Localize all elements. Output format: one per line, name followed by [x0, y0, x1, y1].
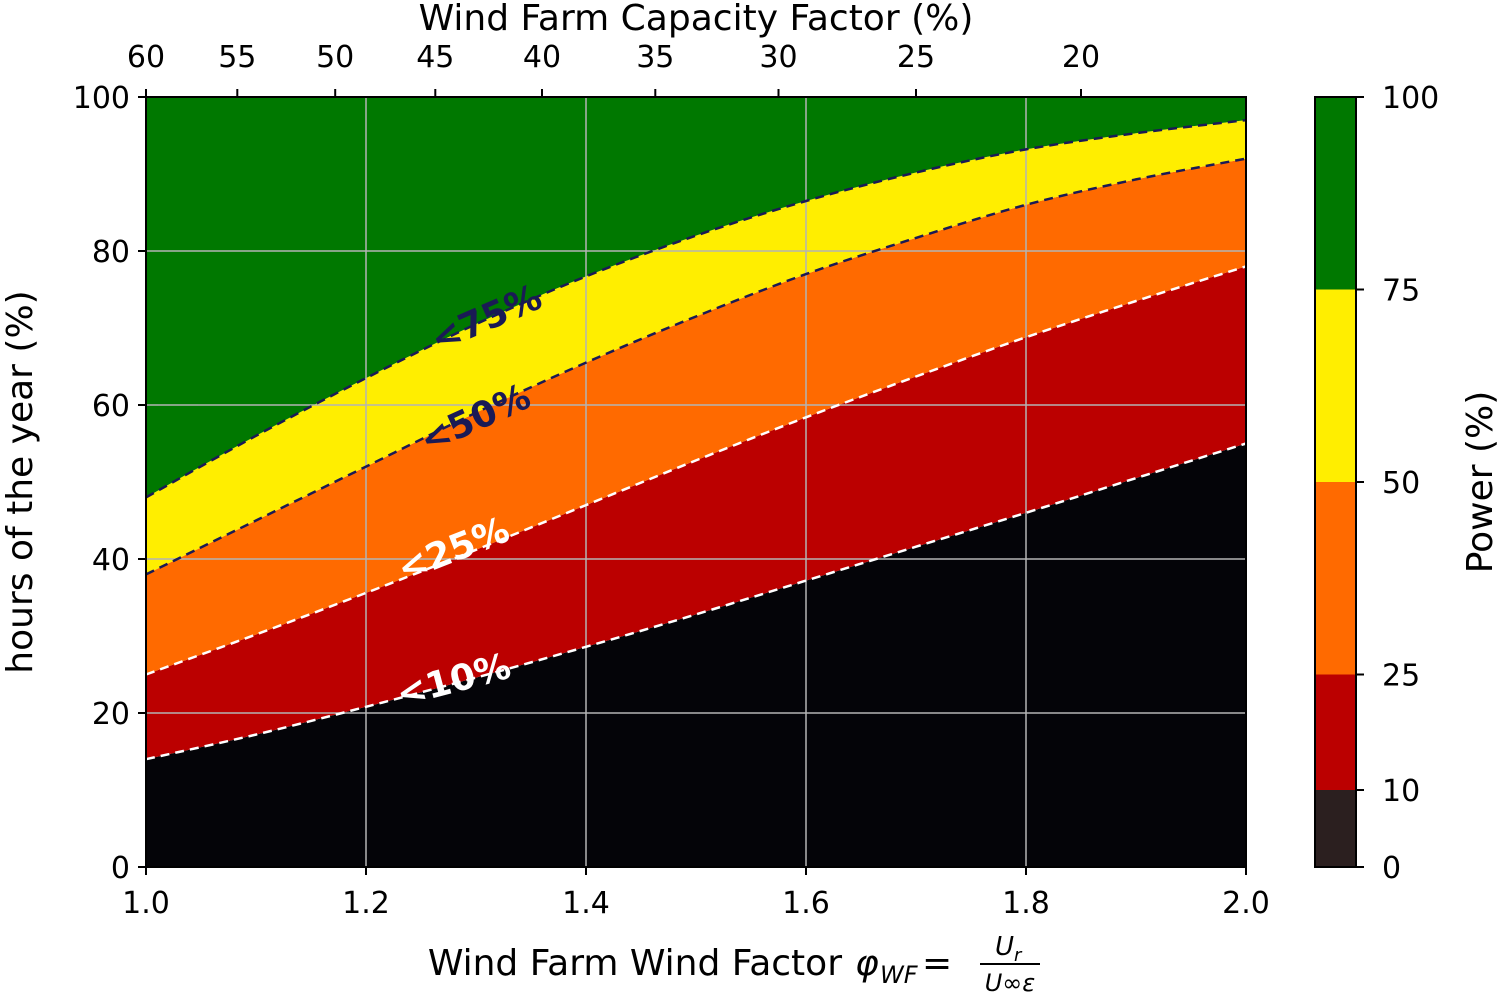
contour-region-4: [146, 97, 1246, 498]
colorbar-tick-label-0: 0: [1382, 851, 1401, 886]
x-axis-formula-equals: =: [922, 943, 952, 984]
top-tick-label-4: 40: [523, 40, 561, 75]
x-tick-label-2: 1.4: [562, 886, 610, 921]
x-axis-formula-numerator: U: [995, 932, 1014, 962]
x-tick-label-1: 1.2: [342, 886, 390, 921]
contour-line-25pct: [145, 265, 1247, 676]
colorbar-tick-label-4: 75: [1382, 274, 1420, 309]
x-axis-title: Wind Farm Wind Factor: [428, 943, 842, 984]
x-axis-title-group: Wind Farm Wind Factor φ WF = U r U∞ε: [428, 932, 1040, 997]
y-tick-label-3: 60: [92, 389, 130, 424]
top-axis-ticks: 60 55 50 45 40 35 30 25 20: [127, 40, 1100, 97]
contour-region-3: [146, 120, 1246, 575]
top-tick-label-1: 55: [218, 40, 256, 75]
colorbar-tick-label-2: 25: [1382, 659, 1420, 694]
colorbar-band-3: [1315, 289, 1356, 482]
x-axis-formula-sub: WF: [880, 961, 919, 989]
top-axis-title: Wind Farm Capacity Factor (%): [419, 0, 974, 39]
colorbar-band-0: [1315, 790, 1356, 867]
y-tick-label-4: 80: [92, 235, 130, 270]
y-tick-label-1: 20: [92, 697, 130, 732]
x-tick-label-4: 1.8: [1002, 886, 1050, 921]
contour-line-50pct: [145, 157, 1247, 576]
contour-region-0: [146, 443, 1246, 867]
x-tick-label-5: 2.0: [1222, 886, 1270, 921]
top-tick-label-7: 25: [897, 40, 935, 75]
contour-regions: [146, 97, 1246, 867]
x-axis-ticks: 1.0 1.2 1.4 1.6 1.8 2.0: [122, 867, 1270, 921]
colorbar-tick-label-1: 10: [1382, 774, 1420, 809]
plot-frame: [145, 96, 1247, 868]
x-axis-formula-numerator-sub: r: [1014, 945, 1023, 966]
top-tick-label-0: 60: [127, 40, 165, 75]
colorbar-ticks: 0 10 25 50 75 100: [1356, 81, 1439, 886]
top-tick-label-2: 50: [316, 40, 354, 75]
y-tick-label-0: 0: [111, 851, 130, 886]
contour-region-2: [146, 158, 1246, 675]
top-tick-label-3: 45: [416, 40, 454, 75]
colorbar-tick-label-3: 50: [1382, 466, 1420, 501]
colorbar: [1314, 96, 1357, 868]
colorbar-title: Power (%): [1460, 391, 1500, 574]
top-tick-label-5: 35: [636, 40, 674, 75]
top-tick-label-8: 20: [1062, 40, 1100, 75]
colorbar-band-4: [1315, 97, 1356, 290]
x-axis-formula-phi: φ: [855, 943, 879, 984]
x-tick-label-0: 1.0: [122, 886, 170, 921]
y-tick-label-2: 40: [92, 543, 130, 578]
x-axis-formula-denominator: U∞ε: [985, 969, 1036, 997]
contour-lines: [145, 118, 1247, 761]
y-axis-title: hours of the year (%): [0, 290, 41, 673]
y-axis-ticks: 0 20 40 60 80 100: [73, 81, 146, 886]
colorbar-tick-label-5: 100: [1382, 81, 1439, 116]
x-tick-label-3: 1.6: [782, 886, 830, 921]
contour-line-10pct: [145, 442, 1247, 761]
y-tick-label-5: 100: [73, 81, 130, 116]
colorbar-band-2: [1315, 482, 1356, 675]
top-tick-label-6: 30: [759, 40, 797, 75]
contour-region-1: [146, 266, 1246, 760]
contour-line-75pct: [145, 118, 1247, 499]
colorbar-band-1: [1315, 674, 1356, 790]
